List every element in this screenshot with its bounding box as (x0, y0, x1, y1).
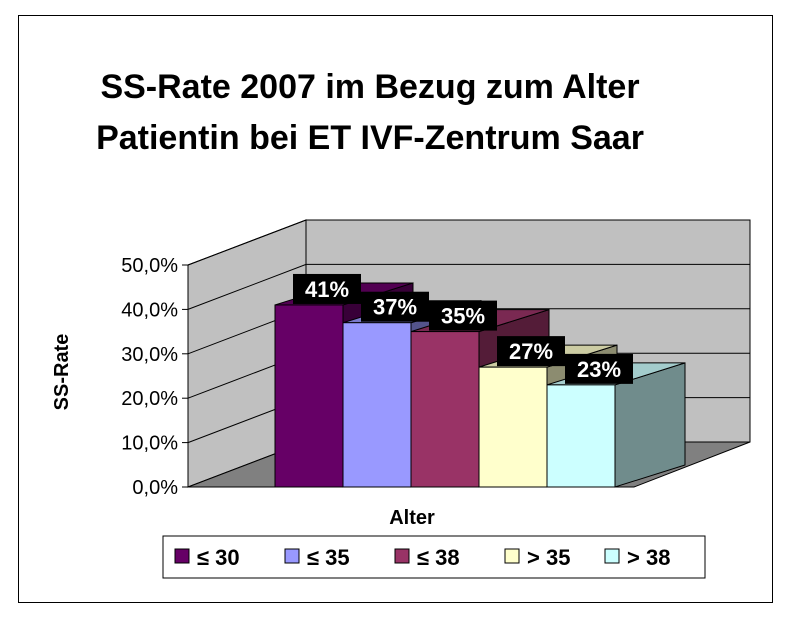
legend-swatch (604, 548, 620, 564)
legend-item: ≤ 38 (394, 545, 460, 570)
svg-text:23%: 23% (577, 357, 621, 382)
legend-swatch (394, 548, 410, 564)
svg-text:37%: 37% (373, 295, 417, 320)
y-tick-label: 40,0% (121, 299, 178, 321)
y-tick-label: 20,0% (121, 388, 178, 410)
data-label: 41% (293, 273, 361, 304)
x-axis-title: Alter (389, 507, 435, 529)
data-label: 35% (429, 300, 497, 331)
y-tick-label: 30,0% (121, 344, 178, 366)
legend-item: ≤ 35 (284, 545, 350, 570)
legend-item: ≤ 30 (174, 545, 240, 570)
legend-label: > 38 (627, 545, 670, 570)
legend-item: > 35 (504, 545, 570, 570)
y-tick-label: 50,0% (121, 255, 178, 277)
data-label: 27% (497, 336, 565, 367)
data-label: 23% (565, 353, 633, 384)
svg-text:41%: 41% (305, 277, 349, 302)
legend-swatch (284, 548, 300, 564)
legend-label: ≤ 38 (417, 545, 460, 570)
legend-label: ≤ 30 (197, 545, 240, 570)
legend-swatch (504, 548, 520, 564)
legend-swatch (174, 548, 190, 564)
chart-title: SS-Rate 2007 im Bezug zum Alter Patienti… (96, 68, 644, 157)
y-tick-label: 0,0% (132, 477, 178, 499)
legend-item: > 38 (604, 545, 670, 570)
legend-label: > 35 (527, 545, 570, 570)
data-label: 37% (361, 291, 429, 322)
gridline (187, 219, 750, 266)
y-tick-label: 10,0% (121, 433, 178, 455)
legend-label: ≤ 35 (307, 545, 350, 570)
y-axis-title: SS-Rate (51, 334, 73, 411)
svg-text:27%: 27% (509, 339, 553, 364)
gridline (187, 263, 750, 310)
svg-text:35%: 35% (441, 304, 485, 329)
